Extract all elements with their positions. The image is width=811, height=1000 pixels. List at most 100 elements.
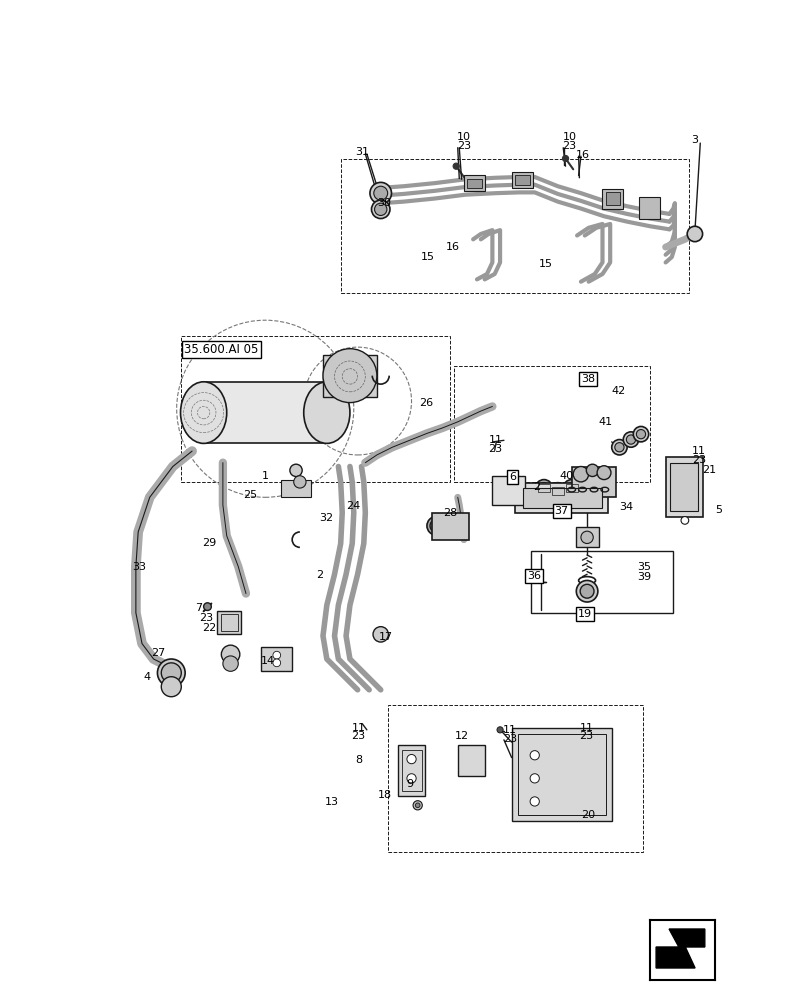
Circle shape bbox=[272, 651, 281, 659]
Bar bbox=[530, 551, 672, 613]
Text: 28: 28 bbox=[442, 508, 457, 518]
Ellipse shape bbox=[303, 382, 350, 443]
Bar bbox=[571, 466, 615, 497]
Bar bbox=[466, 179, 481, 188]
Circle shape bbox=[636, 430, 645, 439]
Text: 21: 21 bbox=[701, 465, 715, 475]
Text: 15: 15 bbox=[539, 259, 552, 269]
Text: 22: 22 bbox=[202, 623, 217, 633]
Circle shape bbox=[614, 443, 624, 452]
Circle shape bbox=[161, 663, 181, 683]
Circle shape bbox=[596, 466, 610, 480]
Circle shape bbox=[530, 797, 539, 806]
Bar bbox=[511, 728, 611, 821]
Text: 41: 41 bbox=[598, 417, 612, 427]
Text: 25: 25 bbox=[243, 490, 257, 500]
Circle shape bbox=[157, 659, 185, 687]
Text: 23: 23 bbox=[562, 141, 576, 151]
Circle shape bbox=[290, 464, 302, 477]
Text: 1: 1 bbox=[262, 471, 268, 481]
Text: 15: 15 bbox=[420, 252, 434, 262]
Text: 40: 40 bbox=[559, 471, 573, 481]
Text: 2: 2 bbox=[315, 570, 323, 580]
Circle shape bbox=[413, 801, 422, 810]
Circle shape bbox=[565, 483, 577, 493]
Text: 10: 10 bbox=[562, 132, 576, 142]
Circle shape bbox=[611, 440, 626, 455]
Bar bbox=[323, 355, 376, 397]
Circle shape bbox=[530, 774, 539, 783]
Circle shape bbox=[370, 182, 391, 204]
Circle shape bbox=[551, 486, 563, 497]
Text: 32: 32 bbox=[320, 513, 333, 523]
Circle shape bbox=[680, 517, 688, 524]
Circle shape bbox=[222, 656, 238, 671]
Ellipse shape bbox=[180, 382, 226, 443]
Circle shape bbox=[272, 659, 281, 667]
Text: 12: 12 bbox=[455, 731, 469, 741]
Text: 19: 19 bbox=[577, 609, 591, 619]
Text: 11: 11 bbox=[487, 435, 502, 445]
Text: 7: 7 bbox=[195, 603, 202, 613]
Bar bbox=[605, 192, 620, 205]
Text: 16: 16 bbox=[445, 242, 460, 252]
Text: 33: 33 bbox=[132, 562, 147, 572]
Circle shape bbox=[549, 483, 565, 500]
Bar bbox=[261, 647, 292, 671]
Text: 10: 10 bbox=[457, 132, 470, 142]
Bar bbox=[491, 476, 525, 505]
Text: 23: 23 bbox=[503, 734, 517, 744]
Circle shape bbox=[573, 466, 588, 482]
Circle shape bbox=[371, 200, 389, 219]
Text: 11: 11 bbox=[691, 446, 705, 456]
Bar bbox=[551, 487, 564, 495]
Text: 3: 3 bbox=[690, 135, 697, 145]
Circle shape bbox=[374, 203, 386, 215]
Bar bbox=[217, 611, 240, 634]
Text: 20: 20 bbox=[580, 810, 594, 820]
Text: 4: 4 bbox=[144, 672, 150, 682]
Bar bbox=[515, 483, 607, 513]
Bar bbox=[517, 734, 605, 815]
Circle shape bbox=[415, 803, 419, 808]
Circle shape bbox=[686, 226, 702, 242]
Bar bbox=[514, 175, 530, 185]
Text: 11: 11 bbox=[579, 723, 593, 733]
Circle shape bbox=[161, 677, 181, 697]
Bar bbox=[204, 382, 326, 443]
Text: 23: 23 bbox=[351, 731, 365, 741]
Text: 23: 23 bbox=[487, 444, 502, 454]
Text: 29: 29 bbox=[201, 538, 216, 548]
Text: 35: 35 bbox=[637, 562, 650, 572]
Bar bbox=[397, 745, 425, 796]
Bar bbox=[457, 745, 484, 776]
Circle shape bbox=[204, 603, 211, 610]
Bar bbox=[463, 175, 484, 191]
Circle shape bbox=[563, 480, 579, 497]
Bar bbox=[180, 336, 449, 482]
Bar bbox=[221, 614, 237, 631]
Circle shape bbox=[372, 627, 388, 642]
Circle shape bbox=[430, 520, 442, 532]
Text: 8: 8 bbox=[354, 755, 362, 765]
Polygon shape bbox=[655, 929, 704, 968]
Text: 38: 38 bbox=[580, 374, 594, 384]
Bar bbox=[564, 484, 577, 492]
Text: 37: 37 bbox=[554, 506, 568, 516]
Bar bbox=[431, 513, 469, 540]
Circle shape bbox=[579, 584, 594, 598]
Text: 18: 18 bbox=[377, 790, 391, 800]
Circle shape bbox=[294, 476, 306, 488]
Text: 16: 16 bbox=[576, 150, 590, 160]
Text: 9: 9 bbox=[406, 779, 414, 789]
Text: 14: 14 bbox=[260, 656, 274, 666]
Bar bbox=[511, 172, 533, 188]
Bar bbox=[453, 366, 650, 482]
Circle shape bbox=[562, 155, 568, 162]
Text: 39: 39 bbox=[637, 572, 650, 582]
Circle shape bbox=[625, 435, 635, 444]
Circle shape bbox=[534, 480, 551, 497]
Text: 35.600.AI 05: 35.600.AI 05 bbox=[184, 343, 259, 356]
Text: 11: 11 bbox=[503, 725, 517, 735]
Circle shape bbox=[580, 531, 593, 544]
